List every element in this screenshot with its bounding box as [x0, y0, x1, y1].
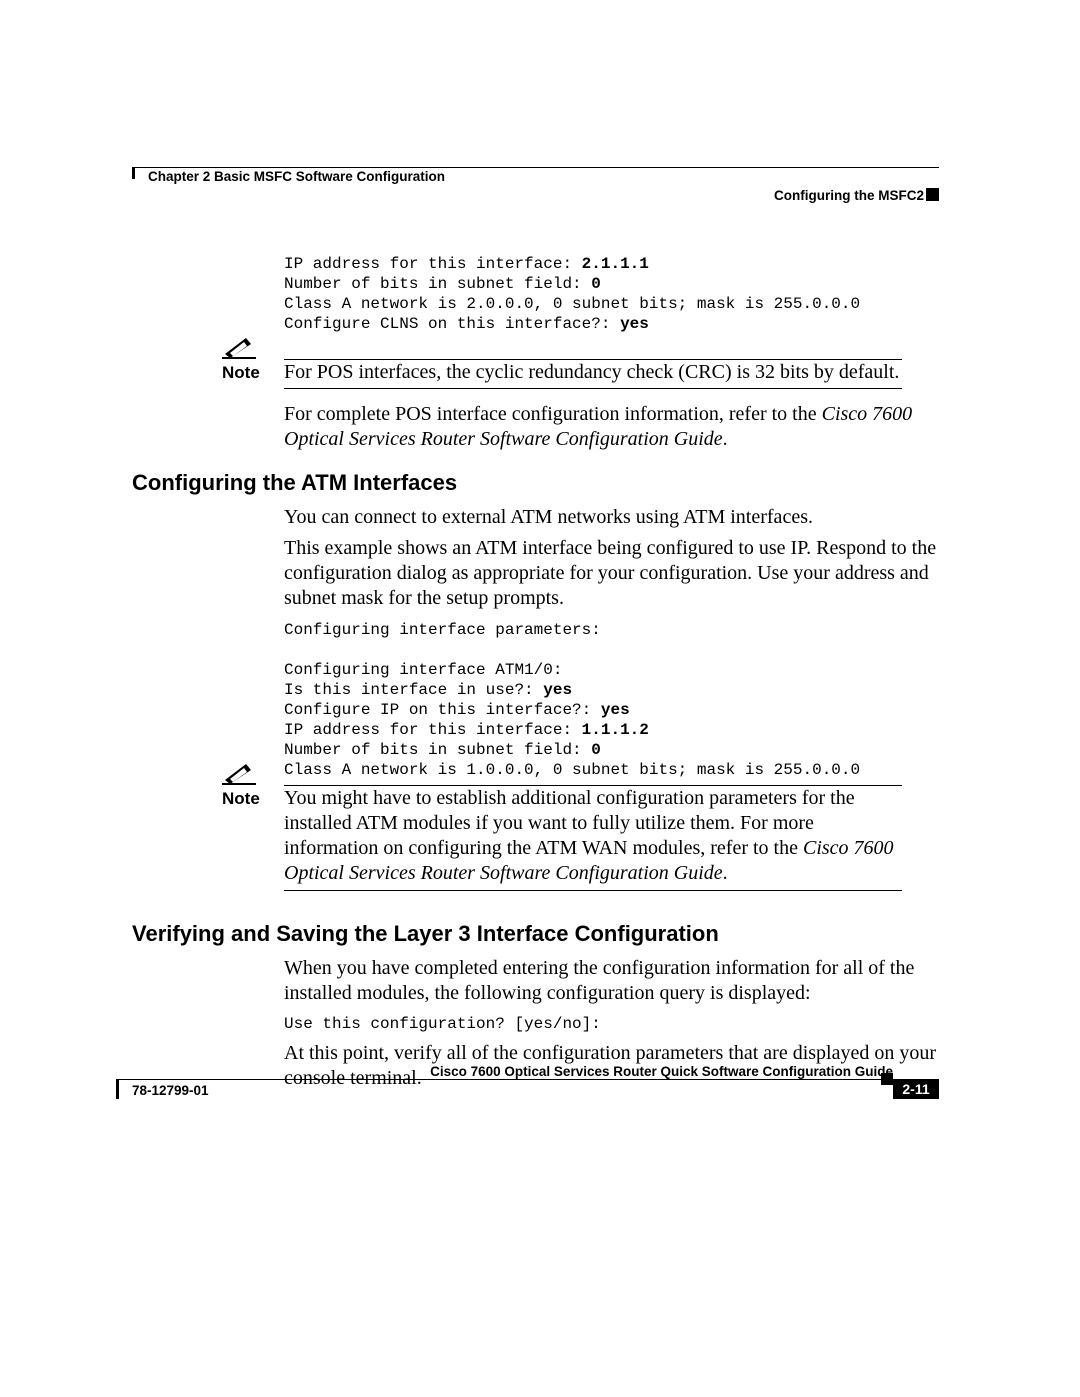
footer-guide-title: Cisco 7600 Optical Services Router Quick…	[430, 1064, 893, 1079]
text: You might have to establish additional c…	[284, 787, 855, 859]
atm-code-block: Configuring interface parameters: Config…	[284, 620, 939, 780]
header-square-icon	[926, 188, 939, 201]
note-label: Note	[222, 789, 260, 809]
page: Chapter 2 Basic MSFC Software Configurat…	[0, 0, 1080, 1397]
footer-tick	[116, 1079, 119, 1099]
code-line: Class A network is 2.0.0.0, 0 subnet bit…	[284, 295, 860, 313]
note-rule-bottom	[284, 890, 902, 891]
code-bold: 0	[591, 275, 601, 293]
code-line: Number of bits in subnet field:	[284, 275, 591, 293]
code-bold: 2.1.1.1	[582, 255, 649, 273]
code-bold: yes	[620, 315, 649, 333]
code-line: Configure CLNS on this interface?:	[284, 315, 620, 333]
note-text: You might have to establish additional c…	[284, 786, 902, 886]
pencil-icon	[222, 762, 256, 786]
note-rule-bottom	[284, 388, 902, 389]
atm-para2: This example shows an ATM interface bein…	[284, 536, 939, 611]
code-bold: 0	[591, 741, 601, 759]
code-bold: yes	[601, 701, 630, 719]
code-bold: yes	[543, 681, 572, 699]
verify-para1: When you have completed entering the con…	[284, 956, 939, 1006]
text: .	[723, 862, 728, 884]
code-line: Configuring interface parameters:	[284, 621, 601, 639]
note-text: For POS interfaces, the cyclic redundanc…	[284, 360, 902, 385]
code-line: IP address for this interface:	[284, 255, 582, 273]
footer-doc-number: 78-12799-01	[132, 1083, 209, 1098]
code-line: Class A network is 1.0.0.0, 0 subnet bit…	[284, 761, 860, 779]
code-line: Number of bits in subnet field:	[284, 741, 591, 759]
atm-para1: You can connect to external ATM networks…	[284, 505, 939, 530]
heading-verify: Verifying and Saving the Layer 3 Interfa…	[132, 921, 719, 947]
footer-page-number: 2-11	[893, 1079, 939, 1099]
text: For complete POS interface configuration…	[284, 403, 822, 425]
pos-reference: For complete POS interface configuration…	[284, 402, 939, 452]
pencil-icon	[222, 336, 256, 360]
footer-square-icon	[881, 1073, 893, 1085]
verify-code: Use this configuration? [yes/no]:	[284, 1014, 939, 1034]
header-chapter: Chapter 2 Basic MSFC Software Configurat…	[148, 169, 445, 184]
footer-rule	[116, 1079, 939, 1080]
header-tick	[132, 167, 135, 179]
text: .	[723, 428, 728, 450]
header-rule	[132, 167, 939, 168]
code-line: IP address for this interface:	[284, 721, 582, 739]
code-line: Configure IP on this interface?:	[284, 701, 601, 719]
heading-atm: Configuring the ATM Interfaces	[132, 470, 457, 496]
code-bold: 1.1.1.2	[582, 721, 649, 739]
header-section: Configuring the MSFC2	[774, 188, 924, 203]
code-line: Is this interface in use?:	[284, 681, 543, 699]
pos-code-block: IP address for this interface: 2.1.1.1 N…	[284, 254, 939, 334]
note-label: Note	[222, 363, 260, 383]
code-line: Configuring interface ATM1/0:	[284, 661, 562, 679]
